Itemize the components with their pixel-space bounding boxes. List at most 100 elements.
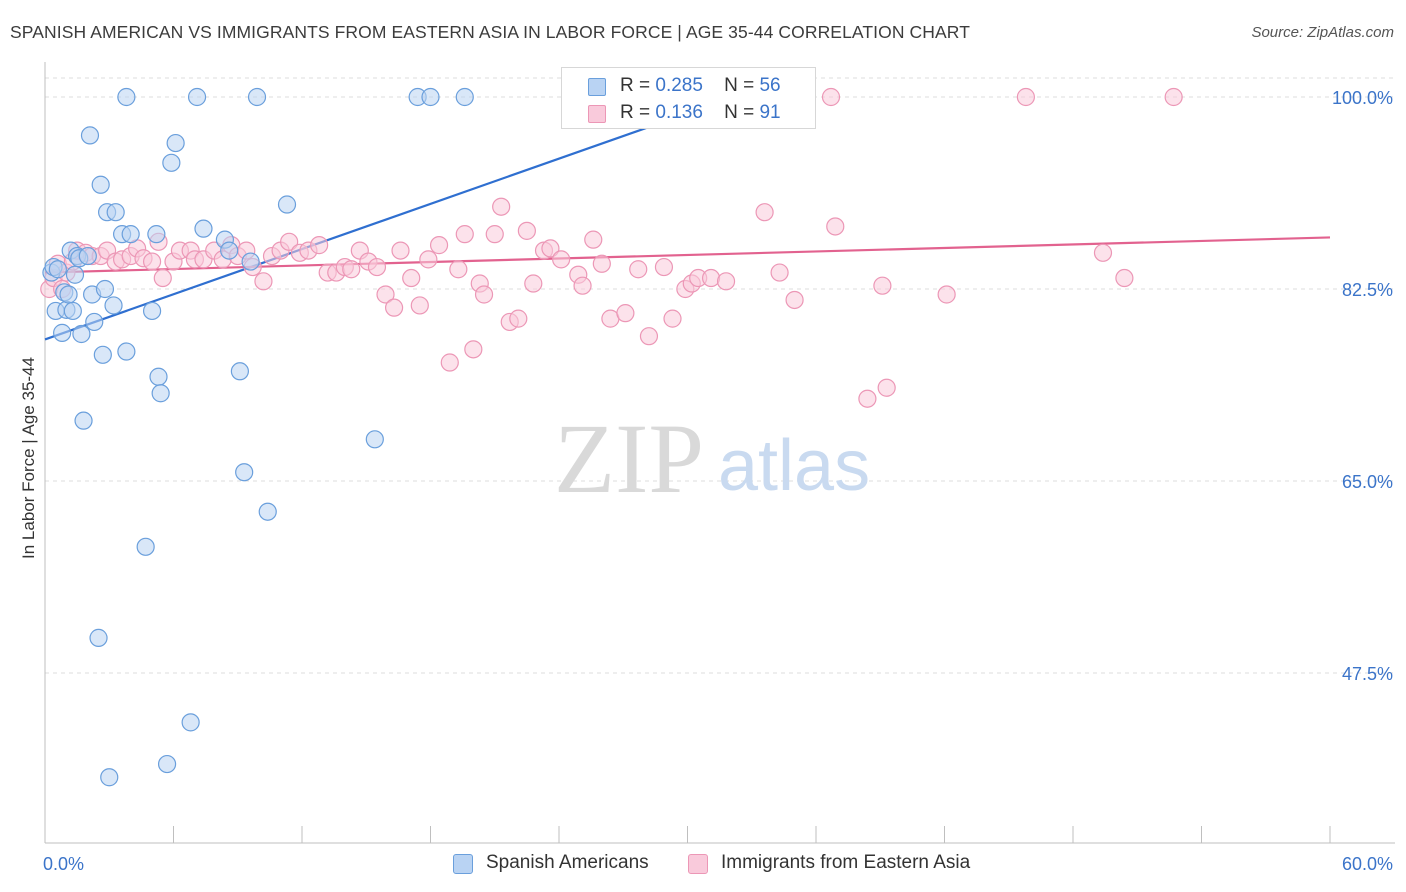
eastern-asia-point (440, 353, 459, 372)
spanish-american-point (78, 246, 97, 266)
legend-n-label: N = (724, 102, 755, 123)
spanish-american-point (230, 362, 249, 381)
legend-r-label: R = (620, 75, 651, 96)
eastern-asia-point (376, 285, 395, 304)
legend-swatch-pink (588, 105, 606, 123)
legend-n-value: 56 (759, 75, 781, 96)
spanish-american-point (142, 301, 162, 321)
watermark-atlas: atlas (718, 426, 870, 506)
legend-swatch-pink (688, 854, 708, 874)
eastern-asia-point (449, 260, 468, 279)
eastern-asia-point (492, 197, 511, 216)
eastern-asia-point (464, 340, 483, 359)
eastern-asia-point (1093, 243, 1113, 262)
eastern-asia-point (552, 250, 571, 269)
spanish-american-point (95, 279, 115, 299)
legend-n-value: 91 (759, 102, 781, 123)
eastern-asia-point (391, 241, 410, 260)
watermark: ZIP atlas (554, 403, 870, 514)
series-spanish-american-points (42, 87, 669, 787)
eastern-asia-point (826, 217, 845, 236)
y-tick-label: 65.0% (1342, 472, 1393, 492)
y-tick-label: 100.0% (1332, 88, 1393, 108)
spanish-american-point (181, 713, 200, 732)
axes (44, 62, 1395, 844)
eastern-asia-point (254, 272, 273, 291)
spanish-american-point (136, 537, 155, 556)
spanish-american-point (241, 252, 260, 271)
spanish-american-point (157, 754, 177, 774)
eastern-asia-point (770, 263, 789, 282)
spanish-american-point (85, 312, 104, 332)
eastern-asia-point (410, 296, 429, 315)
spanish-american-point (166, 133, 185, 153)
eastern-asia-point (1115, 268, 1134, 288)
spanish-american-point (117, 87, 136, 107)
spanish-american-point (121, 225, 140, 244)
eastern-asia-point (639, 327, 659, 346)
spanish-american-point (235, 463, 254, 482)
eastern-asia-point (616, 304, 635, 323)
eastern-asia-point (474, 285, 494, 304)
x-tick-label: 0.0% (43, 854, 84, 874)
eastern-asia-point (858, 389, 877, 408)
series-eastern-asia-points (40, 87, 1183, 408)
legend-label: Spanish Americans (486, 852, 649, 873)
eastern-asia-point (402, 268, 421, 288)
spanish-american-point (117, 342, 136, 361)
spanish-american-point (80, 126, 100, 145)
eastern-asia-point (517, 221, 536, 240)
eastern-asia-point (419, 250, 438, 269)
eastern-asia-point (485, 225, 504, 244)
eastern-asia-point (153, 268, 172, 288)
spanish-american-point (194, 219, 213, 238)
spanish-american-point (104, 296, 123, 315)
eastern-asia-point (877, 378, 896, 397)
eastern-asia-point (1164, 87, 1183, 107)
trend-line-spanish-american (44, 112, 688, 341)
spanish-american-point (455, 87, 474, 107)
spanish-american-point (65, 265, 85, 284)
eastern-asia-point (573, 276, 592, 295)
y-tick-label: 47.5% (1342, 664, 1393, 684)
eastern-asia-point (384, 298, 404, 317)
legend-r-value: 0.136 (655, 102, 703, 123)
legend-swatch-blue (588, 78, 606, 96)
y-tick-label: 82.5% (1342, 280, 1393, 300)
legend-r-value: 0.285 (655, 75, 703, 96)
spanish-american-point (258, 502, 277, 521)
legend-swatch-blue (453, 854, 473, 874)
eastern-asia-point (280, 232, 299, 251)
spanish-american-point (91, 175, 110, 194)
eastern-asia-point (310, 236, 329, 255)
eastern-asia-point (429, 236, 449, 255)
eastern-asia-point (142, 252, 162, 271)
spanish-american-point (106, 203, 125, 222)
spanish-american-point (220, 241, 239, 260)
spanish-american-point (93, 345, 112, 364)
eastern-asia-point (937, 285, 956, 304)
spanish-american-point (72, 324, 91, 344)
spanish-american-point (247, 87, 267, 107)
stats-legend: R = 0.285 N = 56 R = 0.136 N = 91 (561, 67, 816, 129)
spanish-american-point (149, 367, 168, 386)
chart-title: SPANISH AMERICAN VS IMMIGRANTS FROM EAST… (10, 22, 971, 42)
legend-n-label: N = (724, 75, 755, 96)
spanish-american-point (53, 323, 72, 342)
eastern-asia-point (342, 260, 361, 279)
spanish-american-point (365, 430, 384, 449)
eastern-asia-point (524, 274, 543, 293)
spanish-american-point (89, 628, 108, 647)
eastern-asia-point (716, 272, 736, 291)
spanish-american-point (151, 384, 170, 403)
eastern-asia-point (584, 230, 603, 249)
source-label: Source: ZipAtlas.com (1251, 24, 1394, 41)
eastern-asia-point (755, 203, 774, 222)
eastern-asia-point (592, 254, 611, 273)
spanish-american-point (277, 195, 297, 214)
spanish-american-point (421, 87, 440, 107)
eastern-asia-point (785, 290, 804, 310)
eastern-asia-point (541, 239, 560, 258)
spanish-american-point (187, 87, 207, 107)
